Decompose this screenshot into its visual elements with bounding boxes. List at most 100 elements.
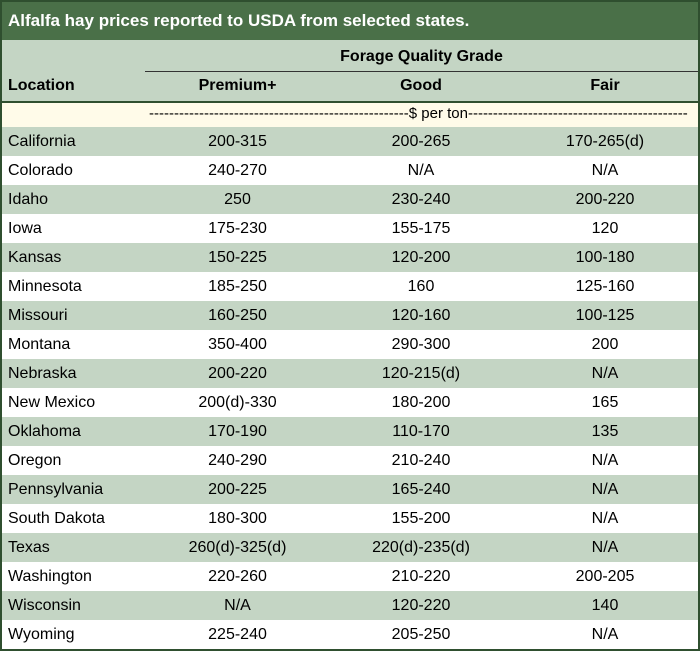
good-cell: 120-160 — [330, 301, 512, 330]
premium-cell: 350-400 — [145, 330, 330, 359]
fair-cell: 125-160 — [512, 272, 698, 301]
premium-cell: 225-240 — [145, 620, 330, 649]
group-header-rule — [145, 71, 698, 72]
location-cell: California — [2, 127, 145, 156]
good-cell: 165-240 — [330, 475, 512, 504]
location-cell: Montana — [2, 330, 145, 359]
premium-cell: 150-225 — [145, 243, 330, 272]
good-cell: 155-175 — [330, 214, 512, 243]
fair-cell: 100-125 — [512, 301, 698, 330]
good-cell: 230-240 — [330, 185, 512, 214]
good-cell: 220(d)-235(d) — [330, 533, 512, 562]
table-row: Wisconsin N/A 120-220 140 — [2, 591, 698, 620]
column-header-good: Good — [400, 77, 442, 94]
column-header-premium: Premium+ — [198, 77, 277, 94]
table-row: Wyoming 225-240 205-250 N/A — [2, 620, 698, 649]
table-row: Minnesota 185-250 160 125-160 — [2, 272, 698, 301]
fair-cell: 165 — [512, 388, 698, 417]
table-row: Pennsylvania 200-225 165-240 N/A — [2, 475, 698, 504]
location-cell: Texas — [2, 533, 145, 562]
fair-cell: N/A — [512, 475, 698, 504]
good-cell: 200-265 — [330, 127, 512, 156]
good-cell: 155-200 — [330, 504, 512, 533]
table-row: Nebraska 200-220 120-215(d) N/A — [2, 359, 698, 388]
location-cell: Oregon — [2, 446, 145, 475]
premium-cell: 250 — [145, 185, 330, 214]
table-row: Washington 220-260 210-220 200-205 — [2, 562, 698, 591]
table-row: South Dakota 180-300 155-200 N/A — [2, 504, 698, 533]
table-row: Missouri 160-250 120-160 100-125 — [2, 301, 698, 330]
premium-cell: 200-315 — [145, 127, 330, 156]
table-row: Oregon 240-290 210-240 N/A — [2, 446, 698, 475]
location-cell: Oklahoma — [2, 417, 145, 446]
good-cell: 210-240 — [330, 446, 512, 475]
good-cell: 180-200 — [330, 388, 512, 417]
fair-cell: 200-205 — [512, 562, 698, 591]
premium-cell: 175-230 — [145, 214, 330, 243]
table-row: Kansas 150-225 120-200 100-180 — [2, 243, 698, 272]
table-title: Alfalfa hay prices reported to USDA from… — [2, 2, 698, 40]
good-cell: N/A — [330, 156, 512, 185]
location-cell: New Mexico — [2, 388, 145, 417]
location-cell: Minnesota — [2, 272, 145, 301]
fair-cell: N/A — [512, 620, 698, 649]
table-header: Forage Quality Grade Location Premium+ G… — [2, 40, 698, 101]
premium-cell: 240-270 — [145, 156, 330, 185]
location-cell: Pennsylvania — [2, 475, 145, 504]
fair-cell: 200 — [512, 330, 698, 359]
good-cell: 210-220 — [330, 562, 512, 591]
column-header-fair: Fair — [590, 77, 620, 94]
fair-cell: 100-180 — [512, 243, 698, 272]
fair-cell: N/A — [512, 446, 698, 475]
good-cell: 205-250 — [330, 620, 512, 649]
table-row: Texas 260(d)-325(d) 220(d)-235(d) N/A — [2, 533, 698, 562]
premium-cell: 260(d)-325(d) — [145, 533, 330, 562]
fair-cell: 140 — [512, 591, 698, 620]
table-row: California 200-315 200-265 170-265(d) — [2, 127, 698, 156]
table-row: Montana 350-400 290-300 200 — [2, 330, 698, 359]
good-cell: 290-300 — [330, 330, 512, 359]
table-row: New Mexico 200(d)-330 180-200 165 — [2, 388, 698, 417]
fair-cell: N/A — [512, 533, 698, 562]
location-cell: Kansas — [2, 243, 145, 272]
premium-cell: N/A — [145, 591, 330, 620]
premium-cell: 200-220 — [145, 359, 330, 388]
fair-cell: N/A — [512, 359, 698, 388]
price-table: California 200-315 200-265 170-265(d) Co… — [2, 127, 698, 649]
premium-cell: 180-300 — [145, 504, 330, 533]
table-row: Oklahoma 170-190 110-170 135 — [2, 417, 698, 446]
unit-label: ----------------------------------------… — [149, 105, 688, 122]
premium-cell: 200-225 — [145, 475, 330, 504]
unit-row: ----------------------------------------… — [2, 101, 698, 127]
forage-quality-grade-header: Forage Quality Grade — [340, 48, 503, 65]
premium-cell: 160-250 — [145, 301, 330, 330]
premium-cell: 240-290 — [145, 446, 330, 475]
fair-cell: N/A — [512, 156, 698, 185]
location-cell: Missouri — [2, 301, 145, 330]
location-cell: South Dakota — [2, 504, 145, 533]
premium-cell: 170-190 — [145, 417, 330, 446]
premium-cell: 200(d)-330 — [145, 388, 330, 417]
location-cell: Colorado — [2, 156, 145, 185]
table-row: Iowa 175-230 155-175 120 — [2, 214, 698, 243]
location-cell: Washington — [2, 562, 145, 591]
good-cell: 120-215(d) — [330, 359, 512, 388]
fair-cell: 135 — [512, 417, 698, 446]
column-header-location: Location — [8, 77, 75, 94]
good-cell: 110-170 — [330, 417, 512, 446]
premium-cell: 220-260 — [145, 562, 330, 591]
table-row: Idaho 250 230-240 200-220 — [2, 185, 698, 214]
good-cell: 160 — [330, 272, 512, 301]
fair-cell: 200-220 — [512, 185, 698, 214]
premium-cell: 185-250 — [145, 272, 330, 301]
fair-cell: 120 — [512, 214, 698, 243]
location-cell: Wyoming — [2, 620, 145, 649]
fair-cell: 170-265(d) — [512, 127, 698, 156]
good-cell: 120-220 — [330, 591, 512, 620]
location-cell: Wisconsin — [2, 591, 145, 620]
location-cell: Iowa — [2, 214, 145, 243]
fair-cell: N/A — [512, 504, 698, 533]
location-cell: Nebraska — [2, 359, 145, 388]
location-cell: Idaho — [2, 185, 145, 214]
